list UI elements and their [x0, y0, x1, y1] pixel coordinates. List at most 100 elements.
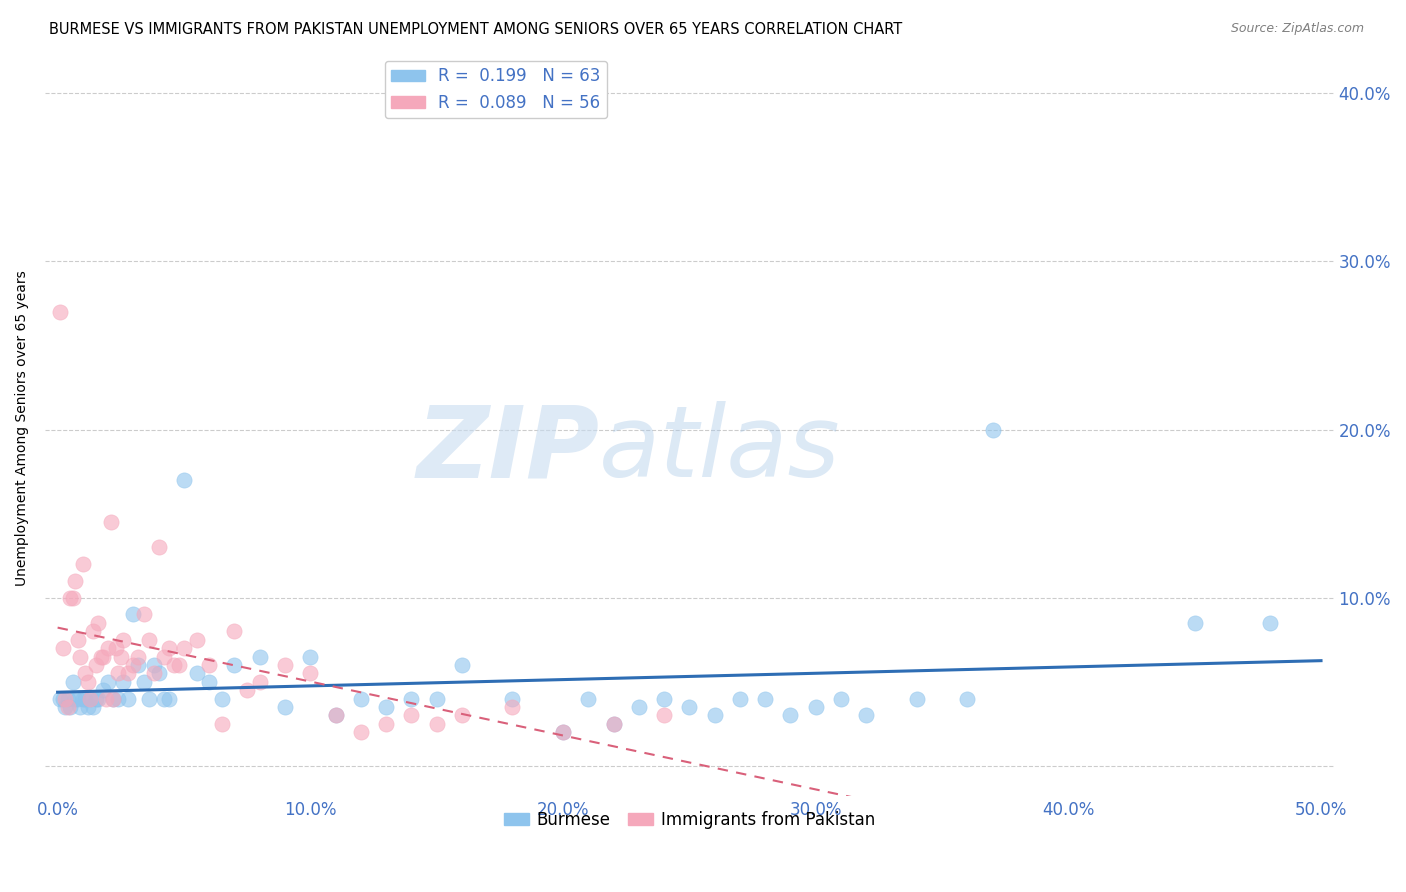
Text: atlas: atlas: [599, 401, 841, 499]
Point: [551, 725, 574, 739]
Point: [132, 607, 155, 622]
Point: [501, 700, 523, 714]
Point: [325, 708, 347, 723]
Point: [79, 691, 101, 706]
Point: [350, 691, 373, 706]
Point: [100, 515, 122, 529]
Point: [779, 708, 801, 723]
Point: [103, 691, 125, 706]
Point: [122, 657, 145, 672]
Point: [152, 649, 174, 664]
Point: [152, 691, 174, 706]
Point: [167, 657, 190, 672]
Point: [53, 691, 76, 706]
Point: [127, 657, 149, 672]
Point: [79, 691, 101, 706]
Point: [117, 666, 139, 681]
Point: [350, 725, 373, 739]
Point: [325, 708, 347, 723]
Point: [652, 708, 675, 723]
Point: [627, 700, 650, 714]
Point: [56, 700, 79, 714]
Point: [299, 649, 322, 664]
Point: [157, 641, 180, 656]
Point: [703, 708, 725, 723]
Point: [224, 624, 246, 639]
Point: [274, 700, 297, 714]
Point: [82, 624, 104, 639]
Point: [66, 632, 89, 647]
Point: [84, 691, 107, 706]
Point: [104, 641, 127, 656]
Point: [157, 691, 180, 706]
Point: [186, 666, 208, 681]
Point: [59, 591, 82, 605]
Point: [451, 708, 474, 723]
Point: [94, 691, 117, 706]
Point: [75, 666, 97, 681]
Point: [186, 632, 208, 647]
Point: [142, 666, 165, 681]
Point: [855, 708, 877, 723]
Point: [224, 657, 246, 672]
Point: [173, 473, 195, 487]
Point: [1184, 615, 1206, 630]
Point: [52, 691, 75, 706]
Point: [62, 674, 84, 689]
Point: [52, 641, 75, 656]
Point: [274, 657, 297, 672]
Point: [112, 674, 135, 689]
Point: [72, 557, 94, 571]
Text: ZIP: ZIP: [416, 401, 599, 499]
Point: [77, 674, 100, 689]
Y-axis label: Unemployment Among Seniors over 65 years: Unemployment Among Seniors over 65 years: [15, 270, 30, 586]
Point: [401, 691, 423, 706]
Point: [211, 716, 233, 731]
Point: [53, 700, 76, 714]
Point: [132, 674, 155, 689]
Point: [678, 700, 700, 714]
Point: [90, 649, 112, 664]
Point: [451, 657, 474, 672]
Point: [91, 649, 114, 664]
Point: [65, 574, 87, 588]
Point: [754, 691, 776, 706]
Point: [77, 700, 100, 714]
Point: [142, 657, 165, 672]
Point: [107, 666, 129, 681]
Point: [426, 716, 449, 731]
Point: [249, 674, 271, 689]
Point: [148, 540, 170, 554]
Point: [138, 691, 160, 706]
Point: [97, 674, 120, 689]
Point: [127, 649, 149, 664]
Point: [375, 716, 398, 731]
Point: [107, 691, 129, 706]
Point: [236, 683, 259, 698]
Point: [576, 691, 599, 706]
Point: [981, 423, 1004, 437]
Legend: Burmese, Immigrants from Pakistan: Burmese, Immigrants from Pakistan: [496, 805, 882, 836]
Point: [163, 657, 186, 672]
Point: [652, 691, 675, 706]
Point: [112, 632, 135, 647]
Point: [49, 691, 72, 706]
Point: [122, 607, 145, 622]
Point: [97, 641, 120, 656]
Point: [49, 305, 72, 319]
Point: [830, 691, 852, 706]
Point: [59, 700, 82, 714]
Point: [728, 691, 751, 706]
Point: [138, 632, 160, 647]
Point: [72, 691, 94, 706]
Point: [65, 691, 87, 706]
Point: [299, 666, 322, 681]
Point: [84, 657, 107, 672]
Point: [375, 700, 398, 714]
Point: [110, 649, 132, 664]
Point: [956, 691, 979, 706]
Point: [103, 691, 125, 706]
Point: [198, 657, 221, 672]
Text: BURMESE VS IMMIGRANTS FROM PAKISTAN UNEMPLOYMENT AMONG SENIORS OVER 65 YEARS COR: BURMESE VS IMMIGRANTS FROM PAKISTAN UNEM…: [49, 22, 903, 37]
Point: [602, 716, 624, 731]
